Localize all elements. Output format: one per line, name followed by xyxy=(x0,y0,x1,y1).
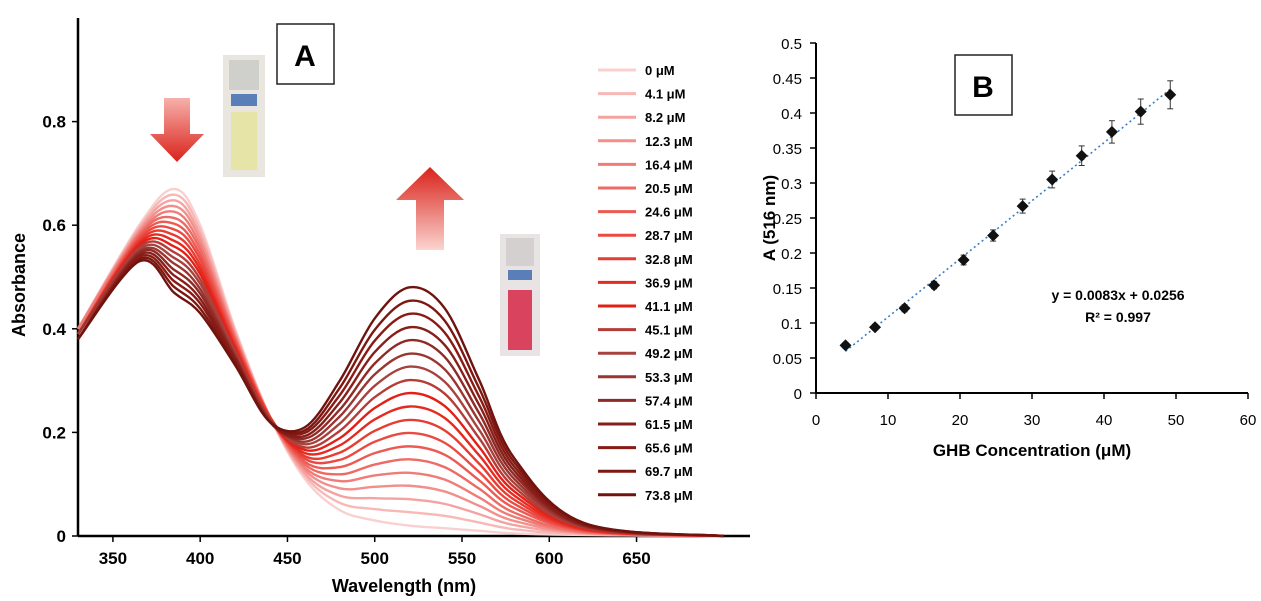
legend-label: 4.1 μM xyxy=(645,87,685,102)
y-tick-label: 0.4 xyxy=(781,106,802,123)
decorations xyxy=(150,23,1013,356)
data-point xyxy=(839,339,852,352)
legend-label: 57.4 μM xyxy=(645,393,693,408)
legend-label: 69.7 μM xyxy=(645,464,693,479)
spectrum-line xyxy=(77,254,724,538)
y-axis-label: A (516 nm) xyxy=(760,175,779,261)
legend-label: 24.6 μM xyxy=(645,205,693,220)
y-tick-label: 0.3 xyxy=(781,176,802,193)
legend-label: 73.8 μM xyxy=(645,488,693,503)
x-tick-label: 0 xyxy=(812,412,820,429)
up-arrow xyxy=(396,167,464,250)
spectrum-line xyxy=(77,248,724,538)
y-tick-label: 0.25 xyxy=(773,211,802,228)
x-tick-label: 40 xyxy=(1096,412,1113,429)
x-tick-label: 20 xyxy=(952,412,969,429)
spectrum-line xyxy=(76,220,724,538)
y-tick-label: 0.15 xyxy=(773,281,802,298)
y-tick-label: 0.8 xyxy=(42,113,66,132)
data-point xyxy=(1134,105,1147,118)
x-tick-label: 500 xyxy=(361,549,389,568)
panel-label-box xyxy=(276,23,335,85)
spectrum-line xyxy=(77,256,724,538)
y-tick-label: 0.05 xyxy=(773,351,802,368)
data-point xyxy=(987,229,1000,242)
x-tick-label: 650 xyxy=(622,549,650,568)
x-tick-label: 600 xyxy=(535,549,563,568)
legend-label: 61.5 μM xyxy=(645,417,693,432)
x-tick-label: 350 xyxy=(99,549,127,568)
y-tick-label: 0.35 xyxy=(773,141,802,158)
spectrum-line xyxy=(77,243,724,538)
y-tick-label: 0.2 xyxy=(42,423,66,442)
legend-label: 36.9 μM xyxy=(645,275,693,290)
legend-label: 28.7 μM xyxy=(645,228,693,243)
legend-label: 0 μM xyxy=(645,63,675,78)
legend-label: 20.5 μM xyxy=(645,181,693,196)
y-tick-label: 0.2 xyxy=(781,246,802,263)
spectrum-line xyxy=(77,246,724,538)
y-tick-label: 0.45 xyxy=(773,71,802,88)
x-axis-label: GHB Concentration (μM) xyxy=(933,441,1131,460)
legend-label: 32.8 μM xyxy=(645,252,693,267)
y-tick-label: 0 xyxy=(57,527,66,546)
down-arrow xyxy=(150,98,204,162)
spectrum-line xyxy=(77,236,724,538)
x-tick-label: 10 xyxy=(880,412,897,429)
data-point xyxy=(1105,125,1118,138)
data-point xyxy=(1075,149,1088,162)
y-tick-label: 0.1 xyxy=(781,316,802,333)
x-tick-label: 30 xyxy=(1024,412,1041,429)
red-cuvette xyxy=(500,234,540,356)
spectrum-line xyxy=(76,193,724,538)
y-tick-label: 0.4 xyxy=(42,320,66,339)
x-tick-label: 400 xyxy=(186,549,214,568)
data-point xyxy=(898,302,911,315)
y-tick-label: 0.6 xyxy=(42,216,66,235)
legend-label: 8.2 μM xyxy=(645,110,685,125)
spectrum-line xyxy=(76,199,724,538)
yellow-cuvette xyxy=(223,55,265,177)
legend-label: 45.1 μM xyxy=(645,323,693,338)
x-tick-label: 60 xyxy=(1240,412,1257,429)
legend-label: 16.4 μM xyxy=(645,157,693,172)
legend-label: 53.3 μM xyxy=(645,370,693,385)
x-axis-label: Wavelength (nm) xyxy=(332,576,476,596)
spectrum-line xyxy=(76,215,724,538)
spectrum-line xyxy=(77,259,724,538)
data-point xyxy=(1046,173,1059,186)
y-tick-label: 0.5 xyxy=(781,36,802,53)
panel-label: B xyxy=(972,71,994,104)
spectrum-line xyxy=(76,225,724,538)
legend-label: 49.2 μM xyxy=(645,346,693,361)
spectrum-line xyxy=(76,187,724,538)
data-point xyxy=(957,254,970,266)
x-tick-label: 550 xyxy=(448,549,476,568)
y-axis-label: Absorbance xyxy=(9,233,29,337)
data-point xyxy=(1016,200,1029,213)
r-squared: R² = 0.997 xyxy=(1085,309,1151,325)
y-tick-label: 0 xyxy=(794,386,802,403)
legend-label: 41.1 μM xyxy=(645,299,693,314)
data-point xyxy=(869,321,882,334)
x-tick-label: 450 xyxy=(273,549,301,568)
data-point xyxy=(1164,88,1177,101)
spectrum-line xyxy=(76,229,724,538)
panel-label: A xyxy=(294,40,316,73)
data-point xyxy=(928,279,941,292)
legend-label: 65.6 μM xyxy=(645,441,693,456)
equation: y = 0.0083x + 0.0256 xyxy=(1051,287,1184,303)
legend-label: 12.3 μM xyxy=(645,134,693,149)
panel-label-box xyxy=(954,54,1013,116)
spectrum-line xyxy=(77,240,724,538)
spectrum-line xyxy=(77,251,724,538)
spectrum-line xyxy=(76,210,724,538)
spectrum-line xyxy=(76,204,724,538)
x-tick-label: 50 xyxy=(1168,412,1185,429)
spectrum-line xyxy=(77,233,724,538)
